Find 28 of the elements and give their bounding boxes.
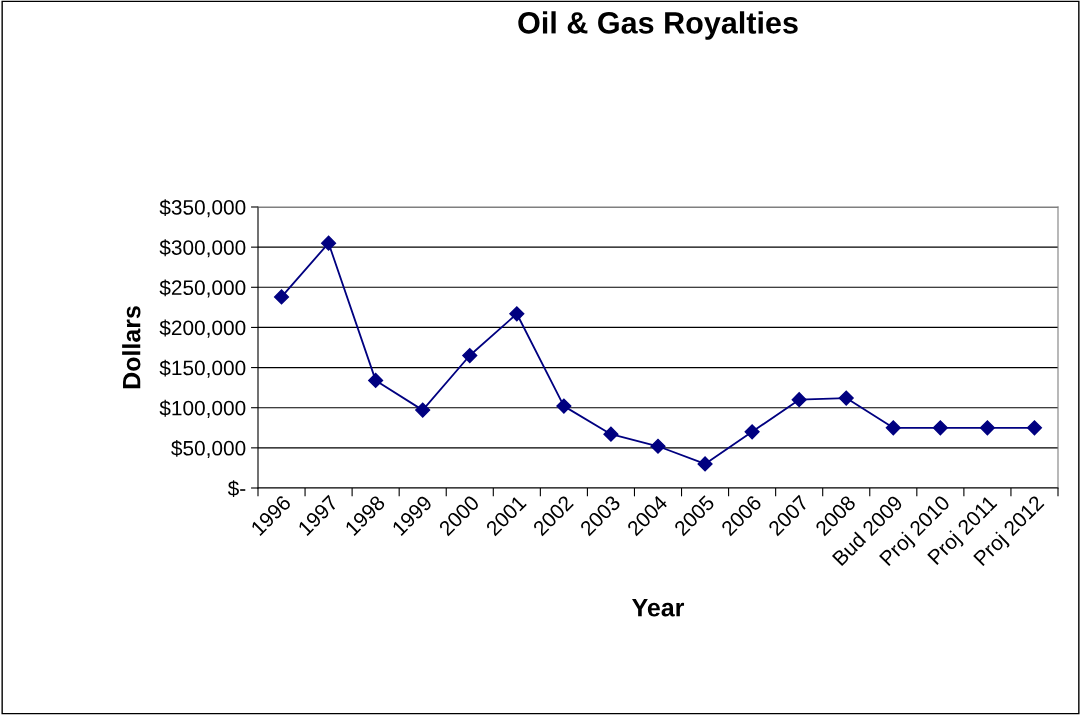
point	[556, 398, 572, 414]
y-tick-label: $-	[227, 480, 246, 497]
point	[697, 456, 713, 472]
point	[838, 390, 854, 406]
point	[885, 420, 901, 436]
y-axis-title: Dollars	[122, 306, 141, 389]
point	[650, 438, 666, 454]
point	[415, 402, 431, 418]
point	[932, 420, 948, 436]
y-tick-label: $150,000	[159, 359, 246, 378]
y-tick-label: $50,000	[171, 439, 246, 459]
point	[1026, 420, 1043, 436]
point	[321, 235, 337, 251]
point	[979, 420, 995, 436]
y-tick-label: $200,000	[159, 319, 246, 338]
chart-title: Oil & Gas Royalties	[518, 11, 798, 40]
point	[273, 289, 290, 305]
point	[791, 392, 807, 408]
x-axis-title: Year	[632, 599, 685, 617]
y-tick-label: $350,000	[159, 199, 246, 218]
point	[603, 426, 619, 442]
point	[462, 347, 478, 364]
point	[744, 424, 760, 440]
point	[368, 372, 384, 388]
y-tick-label: $300,000	[159, 239, 246, 258]
point	[509, 306, 525, 322]
y-tick-label: $250,000	[159, 279, 246, 298]
y-tick-label: $100,000	[159, 399, 246, 418]
